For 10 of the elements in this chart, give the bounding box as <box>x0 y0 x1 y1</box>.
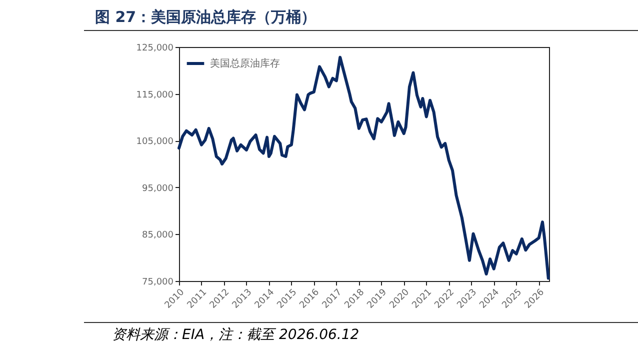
text: 资料来源：EIA，注：截至 2026.06.12 <box>112 326 360 344</box>
legend-label: 美国总原油库存 <box>210 58 280 70</box>
line-series <box>178 56 550 280</box>
y-tick-label: 105,000 <box>136 137 174 148</box>
y-tick-label: 85,000 <box>142 230 174 241</box>
y-tick-label: 75,000 <box>142 278 174 288</box>
y-tick-label: 125,000 <box>136 44 174 54</box>
y-tick-label: 95,000 <box>142 184 174 194</box>
y-tick-label: 115,000 <box>136 90 174 100</box>
chart-title: 图 27：美国原油总库存（万桶） <box>95 8 316 27</box>
